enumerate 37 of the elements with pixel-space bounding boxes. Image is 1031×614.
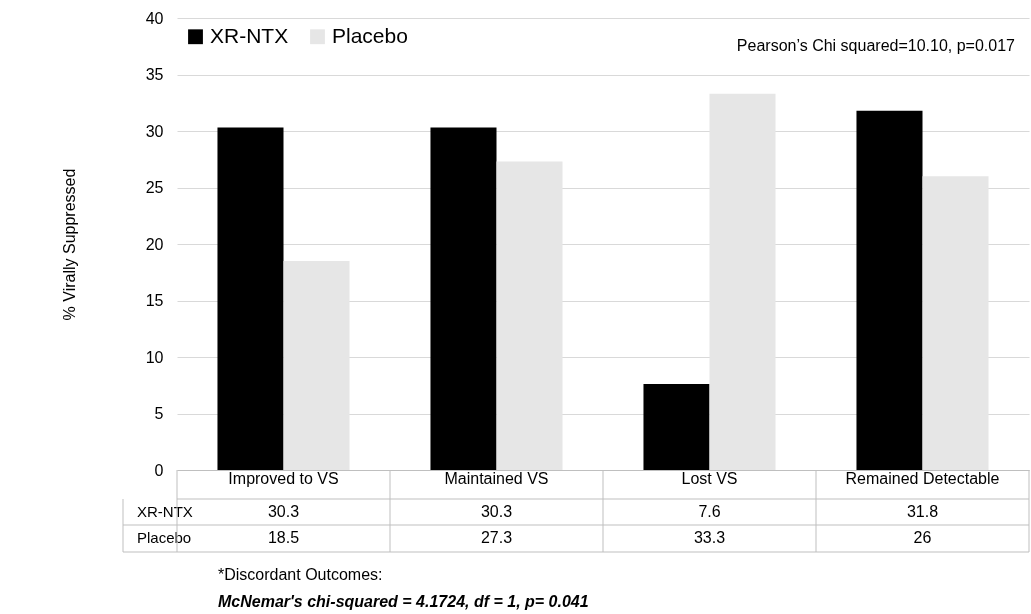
data-label: 31.8: [906, 503, 939, 520]
data-label: 30.3: [480, 503, 513, 520]
bar: [922, 176, 989, 470]
y-tick-label: 35: [145, 66, 164, 83]
data-label: 18.5: [267, 529, 300, 546]
bar: [430, 127, 497, 470]
text: XR-NTX: [137, 503, 193, 520]
text: McNemar's chi-squared = 4.1724, df = 1, p= 0.041: [218, 593, 589, 610]
y-tick-label: 15: [145, 292, 164, 309]
bar: [709, 93, 776, 470]
bar: [217, 127, 284, 470]
y-tick-label: 40: [145, 9, 164, 27]
y-tick-label: 10: [145, 348, 164, 366]
y-axis-title: % Virally Suppressed: [60, 168, 78, 321]
text: Placebo: [137, 529, 192, 546]
legend-label: XR-NTX: [210, 23, 289, 47]
annotation: Pearson’s Chi squared=10.10, p=0.017: [736, 37, 1016, 54]
data-label: 7.6: [698, 503, 721, 520]
data-label: 30.3: [267, 503, 300, 520]
bar: [496, 161, 563, 470]
data-label: 26: [913, 529, 932, 546]
y-tick-label: 25: [145, 179, 164, 196]
data-label: 27.3: [480, 529, 513, 546]
data-label: 33.3: [693, 529, 726, 546]
y-tick-label: 30: [145, 122, 164, 140]
x-tick-label: Remained Detectable: [845, 469, 1000, 487]
bar: [283, 260, 350, 470]
bar: [643, 384, 710, 470]
bar: [856, 110, 923, 470]
y-tick-label: 20: [145, 235, 164, 253]
legend-label: Placebo: [332, 23, 408, 47]
text: *Discordant Outcomes:: [218, 566, 383, 583]
y-tick-label: 0: [154, 461, 164, 479]
x-tick-label: Lost VS: [681, 469, 738, 487]
x-tick-label: Improved to VS: [228, 469, 339, 487]
x-tick-label: Maintained VS: [444, 469, 549, 487]
y-tick-label: 5: [154, 405, 164, 422]
